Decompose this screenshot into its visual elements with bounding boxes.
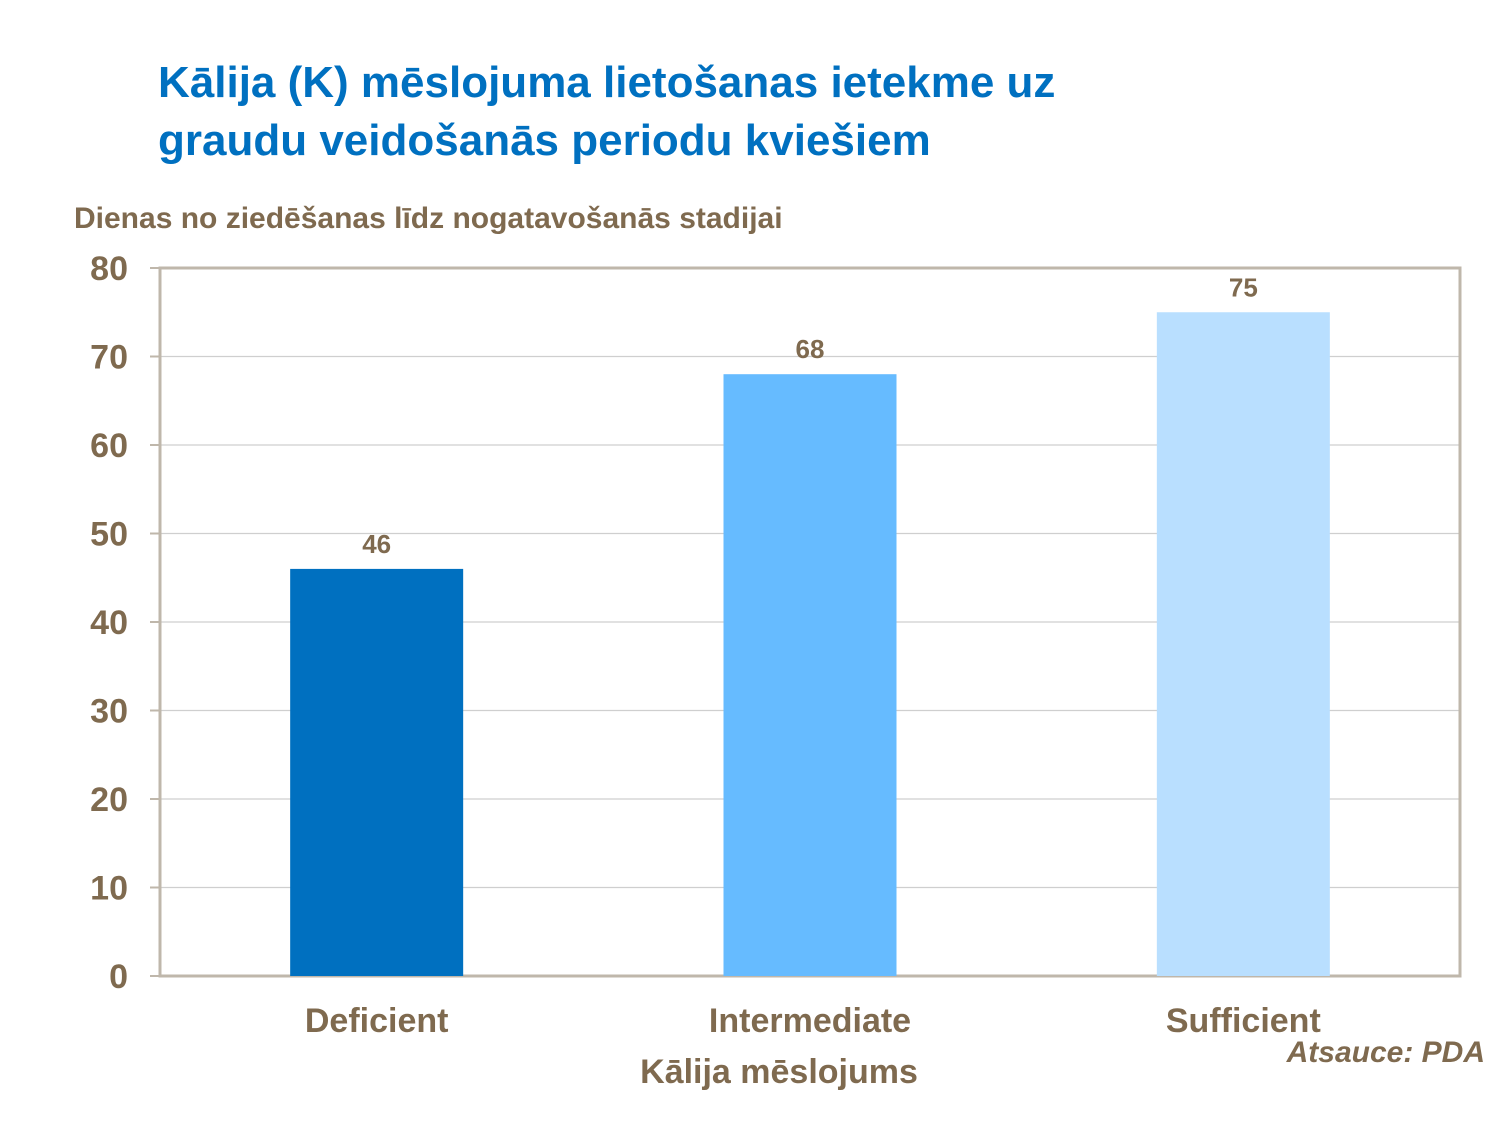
y-tick-label: 60 xyxy=(90,427,128,465)
data-label: 46 xyxy=(362,529,391,559)
x-tick-label: Sufficient xyxy=(1166,1002,1321,1040)
bars xyxy=(290,312,1330,976)
chart-title: Kālija (K) mēslojuma lietošanas ietekme … xyxy=(158,54,1358,170)
data-label: 75 xyxy=(1229,272,1258,302)
chart-title-line-2: graudu veidošanās periodu kviešiem xyxy=(158,116,931,165)
y-tick-label: 80 xyxy=(90,250,128,288)
y-tick-label: 10 xyxy=(90,870,128,908)
bar xyxy=(290,568,464,976)
y-tick-label: 20 xyxy=(90,781,128,819)
bar xyxy=(1156,312,1330,976)
y-tick-label: 0 xyxy=(109,958,128,996)
y-axis-ticks: 0 10 20 30 40 50 60 70 80 xyxy=(90,250,160,996)
x-tick-label: Deficient xyxy=(305,1002,449,1040)
chart-title-line-1: Kālija (K) mēslojuma lietošanas ietekme … xyxy=(158,58,1056,107)
x-tick-label: Intermediate xyxy=(709,1002,911,1040)
y-tick-label: 70 xyxy=(90,339,128,377)
y-tick-label: 50 xyxy=(90,516,128,554)
y-tick-label: 30 xyxy=(90,693,128,731)
y-tick-label: 40 xyxy=(90,604,128,642)
data-labels: 46 68 75 xyxy=(362,272,1258,559)
x-axis-categories: Deficient Intermediate Sufficient xyxy=(305,1002,1321,1040)
y-axis-label: Dienas no ziedēšanas līdz nogatavošanās … xyxy=(74,202,783,235)
data-label: 68 xyxy=(796,334,825,364)
x-axis-label: Kālija mēslojums xyxy=(640,1053,918,1091)
bar xyxy=(723,374,897,976)
source-note: Atsauce: PDA xyxy=(1286,1036,1485,1069)
